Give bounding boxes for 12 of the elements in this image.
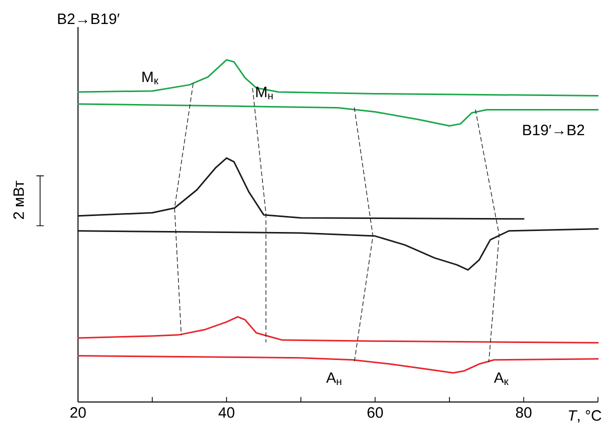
x-tick-label: 40 (218, 407, 234, 418)
annotation: A$_{н}$ (326, 372, 342, 385)
annotation: B19′→B2 (523, 124, 584, 136)
x-tick-label: 80 (516, 407, 532, 418)
annotation: A$_{к}$ (494, 372, 509, 385)
text: 2 мВт (13, 180, 24, 219)
x-axis-title: T, °C (568, 410, 602, 423)
annotation: M$_{к}$ (142, 72, 158, 84)
x-tick-label: 20 (70, 407, 86, 418)
x-tick-label: 60 (368, 407, 383, 418)
text: B2→B19′ (58, 13, 120, 24)
annotation: M$_{н}$ (256, 86, 273, 100)
